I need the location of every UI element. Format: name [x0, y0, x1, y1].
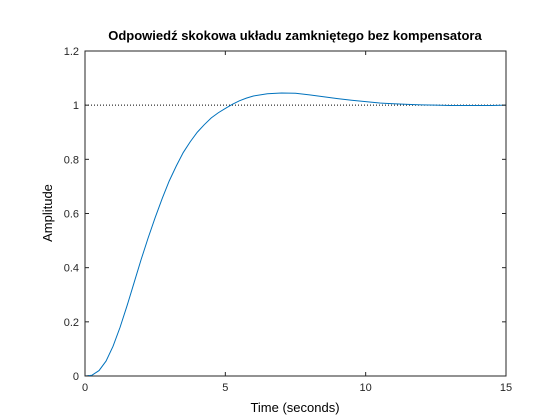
y-tick-label: 0.6 [64, 209, 79, 221]
y-tick-label: 0.8 [64, 154, 79, 166]
y-tick-label: 0 [73, 371, 79, 383]
x-tick-label: 5 [222, 382, 228, 394]
y-tick-label: 1 [73, 100, 79, 112]
x-tick-label: 15 [500, 382, 512, 394]
series-layer [84, 92, 507, 377]
x-tick-label: 10 [360, 382, 372, 394]
y-axis-label: Amplitude [40, 184, 55, 242]
series-line-0 [84, 92, 507, 377]
x-ticks: 0 5 10 15 [82, 51, 512, 394]
y-tick-label: 0.2 [64, 317, 79, 329]
y-tick-label: 0.4 [64, 263, 79, 275]
y-ticks: 0 0.2 0.4 0.6 0.8 1 1.2 [64, 46, 506, 383]
chart-title: Odpowiedź skokowa układu zamkniętego bez… [108, 28, 482, 43]
x-tick-label: 0 [82, 382, 88, 394]
plot-area [84, 50, 507, 377]
y-tick-label: 1.2 [64, 46, 79, 58]
x-axis-label: Time (seconds) [250, 400, 339, 415]
